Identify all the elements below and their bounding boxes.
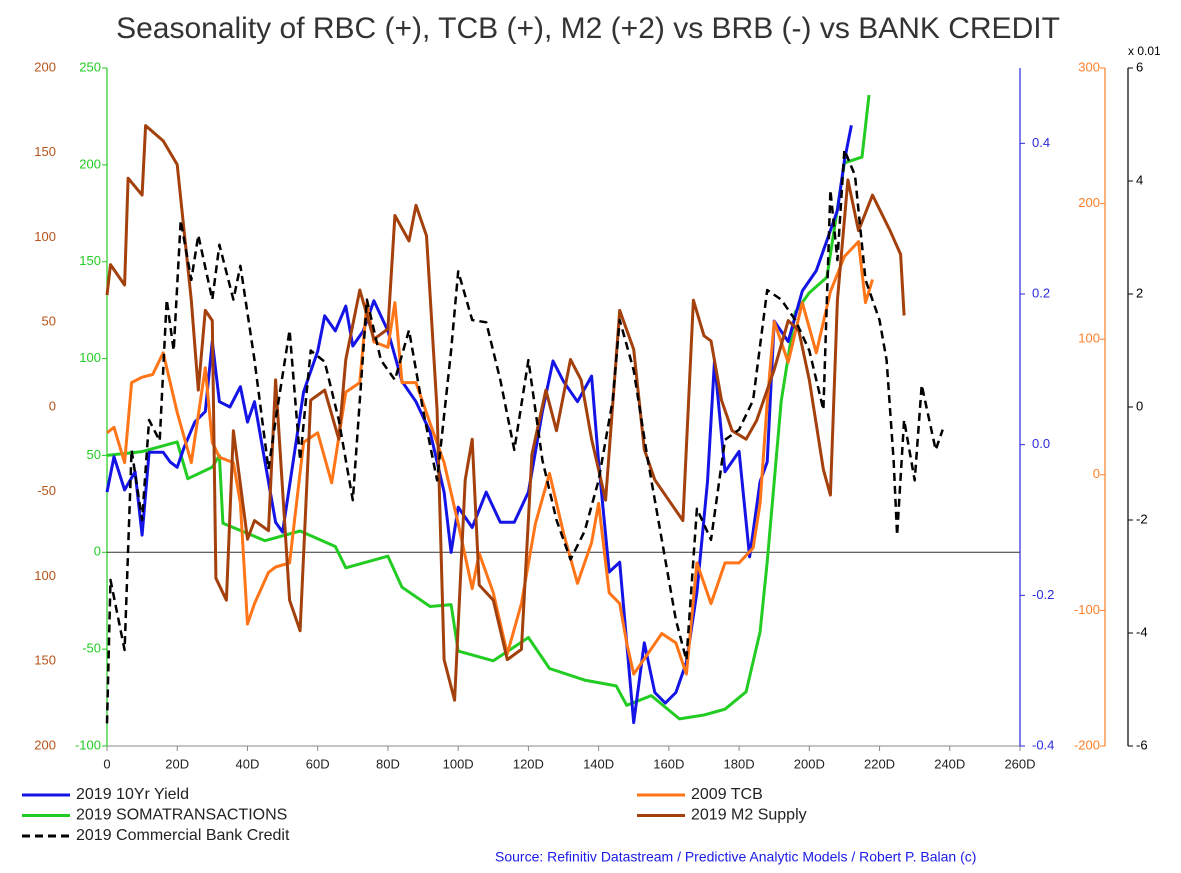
legend-label: 2019 SOMATRANSACTIONS (76, 807, 287, 824)
y-tick-label: 100 (34, 568, 56, 583)
y-tick-label: 0 (1136, 398, 1143, 413)
x-tick-label: 180D (724, 756, 755, 771)
x-tick-label: 140D (583, 756, 614, 771)
legend-label: 2019 M2 Supply (691, 807, 807, 824)
x-tick-label: 80D (376, 756, 400, 771)
y-tick-label: -0.4 (1032, 737, 1054, 752)
y-tick-label: -6 (1136, 737, 1148, 752)
y-tick-label: 4 (1136, 172, 1143, 187)
y-tick-label: 2 (1136, 285, 1143, 300)
series-line (105, 124, 906, 702)
y-tick-label: 0 (1093, 466, 1100, 481)
y-tick-label: 100 (79, 350, 101, 365)
y-tick-label: 200 (34, 737, 56, 752)
x-tick-label: 260D (1004, 756, 1035, 771)
y-tick-label: -100 (1074, 602, 1100, 617)
y-tick-label: 200 (79, 156, 101, 171)
legend-label: 2019 10Yr Yield (76, 786, 189, 803)
y-tick-label: -2 (1136, 511, 1148, 526)
x-tick-label: 200D (794, 756, 825, 771)
y-tick-label: 0 (49, 398, 56, 413)
y-tick-label: 250 (79, 59, 101, 74)
x-tick-label: 60D (306, 756, 330, 771)
y-tick-label: -100 (75, 737, 101, 752)
y-tick-label: 50 (87, 447, 101, 462)
series-line (106, 94, 871, 721)
x-tick-label: 160D (653, 756, 684, 771)
y-tick-label: 100 (34, 229, 56, 244)
y-tick-label: 150 (34, 653, 56, 668)
x-tick-label: 120D (513, 756, 544, 771)
y-tick-label: -0.2 (1032, 587, 1054, 602)
x-tick-label: 220D (864, 756, 895, 771)
y-tick-label: 100 (1078, 331, 1100, 346)
x-tick-label: 0 (103, 756, 110, 771)
y-tick-label: 200 (34, 59, 56, 74)
y-tick-label: 0.4 (1032, 135, 1050, 150)
x-tick-label: 100D (443, 756, 474, 771)
legend-label: 2019 Commercial Bank Credit (76, 827, 290, 844)
y-tick-label: 150 (34, 144, 56, 159)
x-tick-label: 40D (236, 756, 260, 771)
x-tick-label: 240D (934, 756, 965, 771)
y-tick-label: 0.0 (1032, 436, 1050, 451)
y-tick-label: 50 (42, 314, 56, 329)
y-tick-label: 0 (94, 544, 101, 559)
y-tick-label: 200 (1078, 195, 1100, 210)
y-tick-label: 0.2 (1032, 285, 1050, 300)
y-tick-label: 300 (1078, 59, 1100, 74)
chart-title: Seasonality of RBC (+), TCB (+), M2 (+2)… (116, 12, 1060, 45)
x-tick-label: 20D (165, 756, 189, 771)
y-tick-label: -200 (1074, 737, 1100, 752)
legend-label: 2009 TCB (691, 786, 763, 803)
series-line (105, 148, 944, 724)
y-tick-label: -50 (37, 483, 56, 498)
source-note: Source: Refinitiv Datastream / Predictiv… (495, 849, 976, 865)
axis-unit: x 0.01 (1128, 44, 1161, 58)
y-tick-label: 150 (79, 253, 101, 268)
y-tick-label: 6 (1136, 59, 1143, 74)
y-tick-label: -50 (82, 641, 101, 656)
y-tick-label: -4 (1136, 624, 1148, 639)
